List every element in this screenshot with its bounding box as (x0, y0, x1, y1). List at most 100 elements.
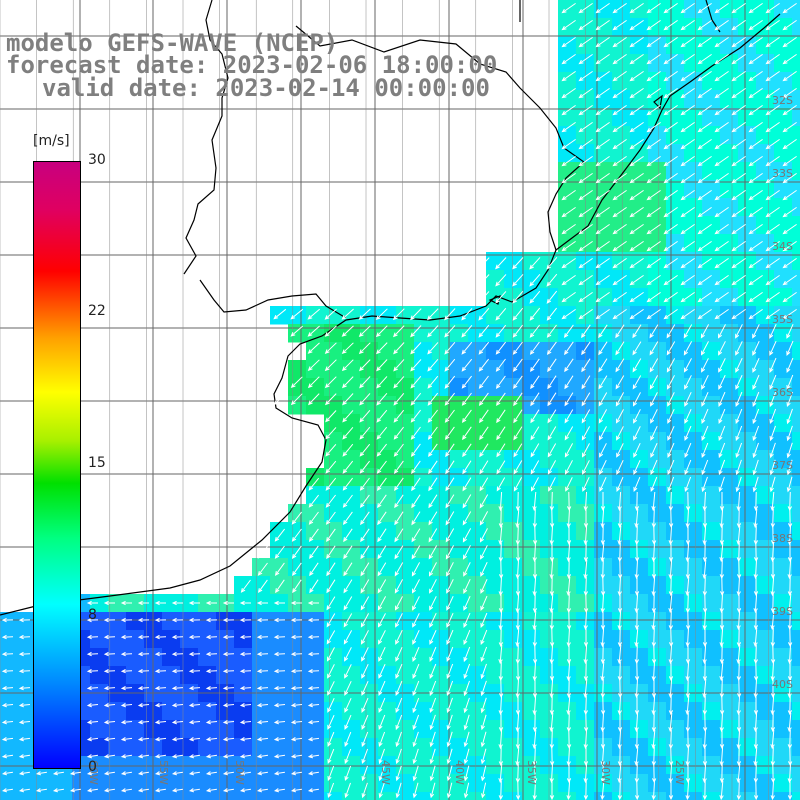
wind-arrow (578, 206, 593, 218)
wind-speed-cell (324, 378, 343, 397)
wind-arrow (86, 651, 99, 657)
wind-arrow (578, 308, 593, 320)
wind-speed-cell (774, 576, 793, 595)
wind-arrow (735, 425, 743, 442)
wind-arrow (395, 782, 402, 799)
wind-arrow (617, 525, 622, 546)
wind-speed-cell (198, 756, 217, 775)
wind-speed-cell (396, 558, 415, 577)
wind-speed-cell (252, 666, 271, 685)
wind-speed-cell (630, 576, 649, 595)
wind-arrow (787, 543, 793, 563)
wind-speed-cell (252, 630, 271, 649)
wind-arrow (240, 562, 251, 576)
wind-speed-cell (522, 504, 541, 523)
wind-arrow (752, 340, 760, 356)
wind-speed-cell (162, 630, 181, 649)
wind-arrow (769, 374, 777, 390)
wind-arrow (663, 274, 678, 286)
wind-arrow (697, 70, 712, 82)
wind-speed-cell (0, 720, 19, 739)
wind-speed-cell (558, 594, 577, 613)
wind-speed-cell (756, 594, 775, 613)
wind-speed-cell (792, 756, 800, 775)
wind-arrow (411, 494, 421, 509)
wind-speed-cell (342, 702, 361, 721)
wind-speed-cell (576, 630, 595, 649)
wind-arrow (634, 696, 640, 716)
wind-speed-cell (684, 756, 703, 775)
wind-arrow (786, 476, 793, 493)
wind-speed-cell (234, 720, 253, 739)
wind-arrow (701, 408, 709, 424)
wind-arrow (753, 712, 758, 733)
wind-speed-cell (432, 504, 451, 523)
wind-arrow (359, 494, 370, 509)
wind-arrow (714, 206, 729, 218)
wind-speed-cell (792, 270, 800, 289)
wind-arrow (765, 240, 780, 252)
wind-speed-cell (630, 360, 649, 379)
wind-arrow (515, 729, 521, 750)
wind-speed-cell (432, 774, 451, 793)
wind-arrow (731, 121, 746, 133)
wind-arrow (566, 542, 571, 563)
wind-speed-cell (324, 702, 343, 721)
wind-arrow (222, 617, 235, 623)
wind-speed-cell (738, 576, 757, 595)
wind-arrow (787, 712, 792, 733)
wind-arrow (595, 291, 610, 303)
wind-arrow (478, 274, 490, 287)
longitude-labels: 60W 55W 50W 45W 40W 35W 30W 25W (87, 760, 686, 785)
wind-speed-cell (576, 72, 595, 91)
wind-arrow (595, 2, 610, 14)
wind-speed-cell (684, 324, 703, 343)
wind-arrow (719, 763, 725, 784)
wind-arrow (394, 528, 404, 543)
wind-arrow (646, 36, 661, 48)
wind-arrow (273, 308, 287, 320)
wind-arrow (714, 19, 729, 31)
wind-arrow (685, 661, 690, 682)
wind-arrow (748, 2, 763, 14)
wind-speed-cell (558, 504, 577, 523)
wind-arrow (782, 189, 797, 201)
wind-speed-cell (576, 144, 595, 163)
wind-speed-cell (360, 540, 379, 559)
wind-arrow (103, 685, 116, 691)
wind-arrow (663, 240, 678, 252)
wind-arrow (342, 376, 354, 389)
wind-arrow (549, 576, 555, 597)
wind-speed-cell (504, 306, 523, 325)
wind-arrow (736, 763, 741, 784)
wind-speed-cell (774, 648, 793, 667)
wind-speed-cell (504, 432, 523, 451)
wind-arrow (765, 138, 780, 150)
wind-arrow (498, 780, 504, 800)
wind-arrow (736, 508, 742, 529)
wind-arrow (600, 661, 605, 682)
wind-arrow (752, 408, 760, 425)
wind-speed-cell (414, 648, 433, 667)
wind-speed-cell (522, 720, 541, 739)
wind-speed-cell (738, 342, 757, 361)
wind-speed-cell (558, 558, 577, 577)
wind-arrow (512, 274, 524, 287)
wind-arrow (765, 172, 780, 184)
wind-arrow (512, 341, 523, 355)
wind-speed-cell (738, 180, 757, 199)
wind-arrow (360, 511, 370, 526)
wind-arrow (498, 508, 504, 529)
wind-arrow (736, 780, 742, 800)
wind-speed-cell (306, 738, 325, 757)
wind-arrow (1, 634, 14, 640)
wind-arrow (617, 746, 623, 767)
wind-speed-cell (684, 702, 703, 721)
wind-arrow (394, 596, 403, 611)
wind-arrow (680, 172, 695, 184)
wind-arrow (612, 53, 627, 65)
wind-arrow (680, 223, 695, 235)
wind-arrow (667, 425, 675, 441)
wind-speed-cell (594, 414, 613, 433)
wind-speed-cell (378, 792, 397, 800)
